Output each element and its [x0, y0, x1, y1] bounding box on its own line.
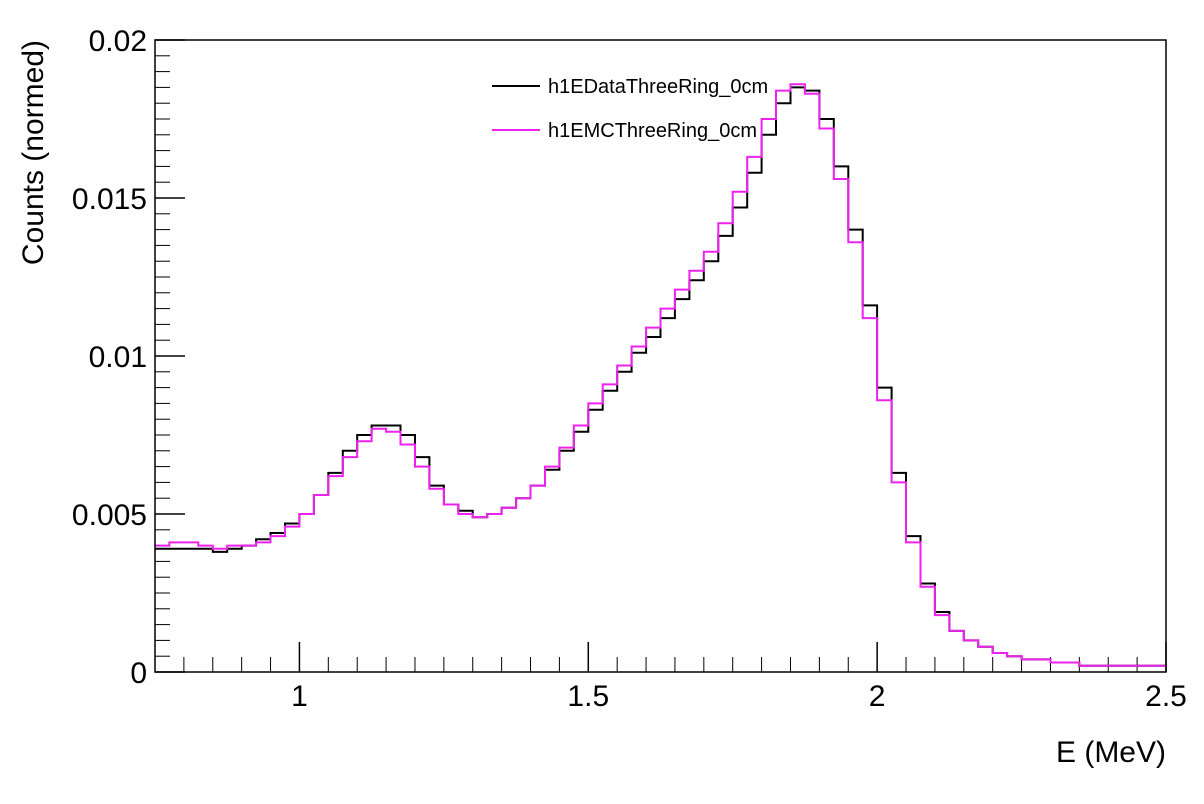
y-tick-label: 0.015: [72, 183, 147, 216]
series-layer: [155, 83, 1167, 668]
y-tick-label: 0: [130, 657, 147, 690]
plot-frame: [154, 39, 1167, 673]
x-tick-label: 1.5: [567, 680, 609, 713]
series-line-1: [155, 83, 1167, 668]
y-tick-label: 0.02: [89, 25, 147, 58]
x-tick-label: 2: [869, 680, 886, 713]
x-tick-label: 1: [291, 680, 308, 713]
y-tick-label: 0.01: [89, 341, 147, 374]
axes-layer: 0 0.005 0.01 0.015 0.02 1 1.5 2 2.5: [72, 25, 1187, 713]
legend-label-mc: h1EMCThreeRing_0cm: [548, 120, 757, 142]
series-line-0: [155, 86, 1167, 668]
y-axis-title: Counts (normed): [17, 40, 50, 265]
y-tick-label: 0.005: [72, 499, 147, 532]
x-tick-label: 2.5: [1145, 680, 1187, 713]
legend-label-data: h1EDataThreeRing_0cm: [548, 76, 768, 98]
legend: h1EDataThreeRing_0cm h1EMCThreeRing_0cm: [492, 76, 768, 142]
x-axis-title: E (MeV): [1056, 736, 1166, 769]
